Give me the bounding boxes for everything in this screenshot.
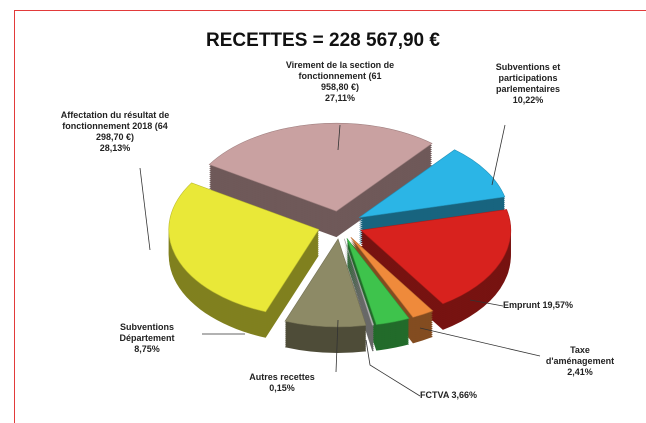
- slice: [284, 238, 367, 328]
- frame: [14, 10, 646, 423]
- slice-label: Subventions Département 8,75%: [92, 322, 202, 355]
- slice-label: Emprunt 19,57%: [503, 300, 613, 311]
- slice: [344, 238, 375, 326]
- category-label: Subventions Département: [119, 322, 175, 343]
- category-label: Taxe d'aménagement: [545, 345, 615, 366]
- slice: [358, 149, 506, 218]
- value-label: 3,66%: [451, 390, 478, 400]
- value-label: 10,22%: [512, 95, 544, 105]
- value-label: 28,13%: [99, 143, 131, 153]
- category-label: FCTVA: [420, 390, 449, 400]
- slice-label: Virement de la section de fonctionnement…: [285, 60, 395, 104]
- slice-label: Taxe d'aménagement 2,41%: [540, 345, 620, 378]
- slice: [346, 238, 410, 325]
- leader-line: [419, 327, 541, 357]
- slice-label: Affectation du résultat de fonctionnemen…: [60, 110, 170, 154]
- chart-title: RECETTES = 228 567,90 €: [206, 30, 440, 51]
- value-label: 0,15%: [269, 383, 295, 393]
- category-label: Affectation du résultat de fonctionnemen…: [60, 110, 170, 142]
- value-label: 2,41%: [567, 367, 593, 377]
- slice: [208, 122, 433, 212]
- slice: [168, 182, 320, 313]
- leader-line: [365, 339, 421, 397]
- leader-line: [139, 167, 151, 251]
- value-label: 19,57%: [542, 300, 574, 310]
- value-label: 27,11%: [324, 93, 356, 103]
- slice-label: FCTVA 3,66%: [420, 390, 520, 401]
- leader-line: [491, 124, 506, 186]
- slice: [350, 237, 434, 318]
- slice-label: Autres recettes 0,15%: [232, 372, 332, 394]
- category-label: Virement de la section de fonctionnement…: [285, 60, 395, 92]
- leader-line: [337, 124, 341, 151]
- value-label: 8,75%: [134, 344, 160, 354]
- slice: [360, 209, 512, 305]
- category-label: Emprunt: [503, 300, 540, 310]
- category-label: Subventions et participations parlementa…: [495, 62, 561, 94]
- slice-label: Subventions et participations parlementa…: [468, 62, 588, 106]
- leader-line: [335, 319, 339, 373]
- category-label: Autres recettes: [249, 372, 315, 382]
- leader-line: [469, 299, 504, 307]
